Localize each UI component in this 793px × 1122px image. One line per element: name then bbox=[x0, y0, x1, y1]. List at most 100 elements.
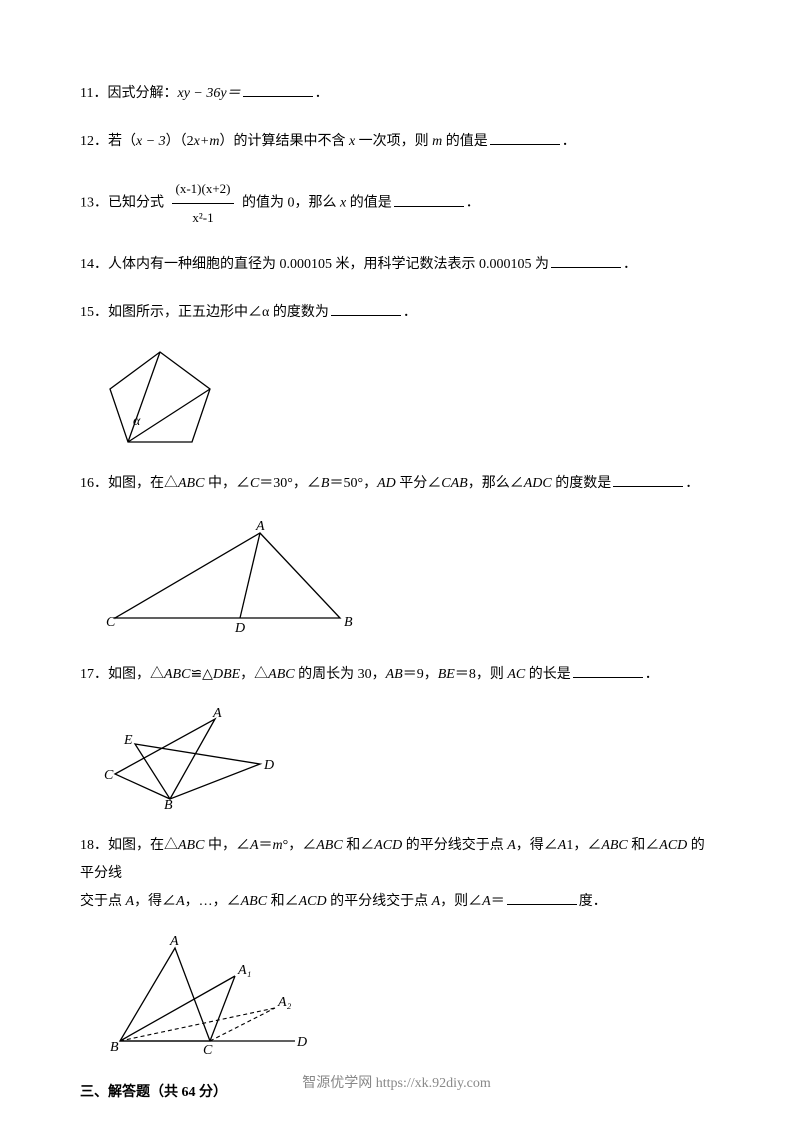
q17-figure: A B C D E bbox=[100, 709, 713, 814]
label-c: C bbox=[203, 1043, 213, 1058]
pentagon-shape bbox=[110, 352, 210, 442]
question-15: 15．如图所示，正五边形中∠α 的度数为 ． bbox=[80, 299, 713, 327]
line-ba2 bbox=[120, 1008, 275, 1041]
q17-ab: AB bbox=[386, 667, 403, 682]
q18-l2b: ，得∠ bbox=[134, 894, 176, 909]
label-a: A bbox=[169, 934, 179, 949]
q12-text3: ）的计算结果中不含 bbox=[219, 134, 349, 149]
q16-t8: ． bbox=[685, 476, 699, 491]
q18-l2g: ＝ bbox=[491, 894, 505, 909]
q12-text1: 若（ bbox=[108, 134, 136, 149]
q16-ad: AD bbox=[377, 476, 396, 491]
q17-t3: ，△ bbox=[240, 667, 268, 682]
q14-text1: 人体内有一种细胞的直径为 0.000105 米，用科学记数法表示 0.00010… bbox=[108, 257, 549, 272]
q18-line2: 交于点 A，得∠A，…，∠ABC 和∠ACD 的平分线交于点 A，则∠A＝度． bbox=[80, 888, 713, 916]
q12-text4: 一次项，则 bbox=[355, 134, 432, 149]
q17-abc2: ABC bbox=[268, 667, 294, 682]
q18-a2v: A bbox=[176, 894, 185, 909]
q13-blank bbox=[394, 192, 464, 207]
tri-main bbox=[120, 948, 210, 1041]
q18-unit: 度． bbox=[579, 894, 607, 909]
q18-line1: 18．如图，在△ABC 中，∠A＝m°，∠ABC 和∠ACD 的平分线交于点 A… bbox=[80, 832, 713, 888]
q13-fraction: (x-1)(x+2) x²-1 bbox=[168, 176, 239, 231]
label-c: C bbox=[106, 615, 116, 630]
q17-blank bbox=[573, 663, 643, 678]
q13-text3: 的值是 bbox=[346, 196, 392, 211]
q12-text2: ）（2 bbox=[166, 134, 194, 149]
triangle-adc-svg: A B C D bbox=[100, 518, 360, 638]
q16-number: 16． bbox=[80, 476, 108, 491]
q18-acd3: ACD bbox=[299, 894, 327, 909]
label-b: B bbox=[110, 1040, 119, 1055]
q17-number: 17． bbox=[80, 667, 108, 682]
segment-ad bbox=[240, 533, 260, 618]
q16-t1: 如图，在△ bbox=[108, 476, 178, 491]
q12-text5: 的值是 bbox=[442, 134, 488, 149]
q13-frac-den: x²-1 bbox=[172, 204, 235, 231]
q17-t4: 的周长为 30， bbox=[295, 667, 386, 682]
alpha-label: α bbox=[133, 414, 141, 429]
label-b: B bbox=[344, 615, 353, 630]
q12-text6: ． bbox=[562, 134, 576, 149]
question-14: 14．人体内有一种细胞的直径为 0.000105 米，用科学记数法表示 0.00… bbox=[80, 251, 713, 279]
q16-t2: 中，∠ bbox=[204, 476, 250, 491]
q14-blank bbox=[551, 253, 621, 268]
q17-abc: ABC bbox=[164, 667, 190, 682]
q11-expr: xy − 36y＝ bbox=[177, 86, 240, 101]
q13-text4: ． bbox=[466, 196, 480, 211]
q17-t2: ≌△ bbox=[190, 667, 213, 682]
q17-be: BE bbox=[438, 667, 455, 682]
q12-expr2: x+m bbox=[194, 134, 220, 149]
q15-text1: 如图所示，正五边形中∠α 的度数为 bbox=[108, 305, 329, 320]
q18-t8: 1，∠ bbox=[566, 838, 601, 853]
triangle-abc bbox=[115, 533, 340, 618]
label-a: A bbox=[212, 706, 222, 721]
q15-blank bbox=[331, 301, 401, 316]
q15-number: 15． bbox=[80, 305, 108, 320]
q18-abc2: ABC bbox=[316, 838, 342, 853]
q17-dbe: DBE bbox=[213, 667, 240, 682]
label-d: D bbox=[263, 758, 274, 773]
page-root: 11．因式分解：xy − 36y＝． 12．若（x − 3）（2x+m）的计算结… bbox=[0, 0, 793, 1122]
q18-a2p: A bbox=[126, 894, 135, 909]
q13-number: 13． bbox=[80, 196, 108, 211]
q18-a1p: A bbox=[507, 838, 516, 853]
q12-expr1: x − 3 bbox=[136, 134, 166, 149]
label-e: E bbox=[123, 733, 133, 748]
q13-frac-num: (x-1)(x+2) bbox=[172, 176, 235, 204]
q12-varm: m bbox=[432, 134, 442, 149]
q18-t6: 的平分线交于点 bbox=[402, 838, 507, 853]
q18-figure: A B C D A₁ A₂ bbox=[100, 936, 713, 1061]
question-18: 18．如图，在△ABC 中，∠A＝m°，∠ABC 和∠ACD 的平分线交于点 A… bbox=[80, 832, 713, 916]
q11-blank bbox=[243, 82, 313, 97]
line-ca2 bbox=[210, 1008, 275, 1041]
q12-blank bbox=[490, 130, 560, 145]
q17-t1: 如图，△ bbox=[108, 667, 164, 682]
q16-t5: 平分∠ bbox=[396, 476, 442, 491]
q15-text2: ． bbox=[403, 305, 417, 320]
question-11: 11．因式分解：xy − 36y＝． bbox=[80, 80, 713, 108]
q16-adc: ADC bbox=[524, 476, 552, 491]
q16-cab: CAB bbox=[441, 476, 467, 491]
q18-acd: ACD bbox=[374, 838, 402, 853]
q12-number: 12． bbox=[80, 134, 108, 149]
line-ba1 bbox=[120, 976, 235, 1041]
q15-figure: α bbox=[100, 347, 713, 452]
q18-l2f: ，则∠ bbox=[440, 894, 482, 909]
q18-abc: ABC bbox=[178, 838, 204, 853]
question-17: 17．如图，△ABC≌△DBE，△ABC 的周长为 30，AB＝9，BE＝8，则… bbox=[80, 661, 713, 689]
q16-t4: ＝50°， bbox=[329, 476, 377, 491]
congruent-tri-svg: A B C D E bbox=[100, 709, 290, 809]
page-footer: 智源优学网 https://xk.92diy.com bbox=[0, 1072, 793, 1092]
q14-text2: ． bbox=[623, 257, 637, 272]
q14-number: 14． bbox=[80, 257, 108, 272]
question-13: 13．已知分式 (x-1)(x+2) x²-1 的值为 0，那么 x 的值是． bbox=[80, 176, 713, 231]
question-12: 12．若（x − 3）（2x+m）的计算结果中不含 x 一次项，则 m 的值是． bbox=[80, 128, 713, 156]
pentagon-svg: α bbox=[100, 347, 220, 447]
q18-t5: 和∠ bbox=[343, 838, 375, 853]
q16-abc: ABC bbox=[178, 476, 204, 491]
q17-t8: ． bbox=[645, 667, 659, 682]
q18-t9: 和∠ bbox=[628, 838, 660, 853]
q13-text1: 已知分式 bbox=[108, 196, 164, 211]
q16-t3: ＝30°，∠ bbox=[259, 476, 321, 491]
